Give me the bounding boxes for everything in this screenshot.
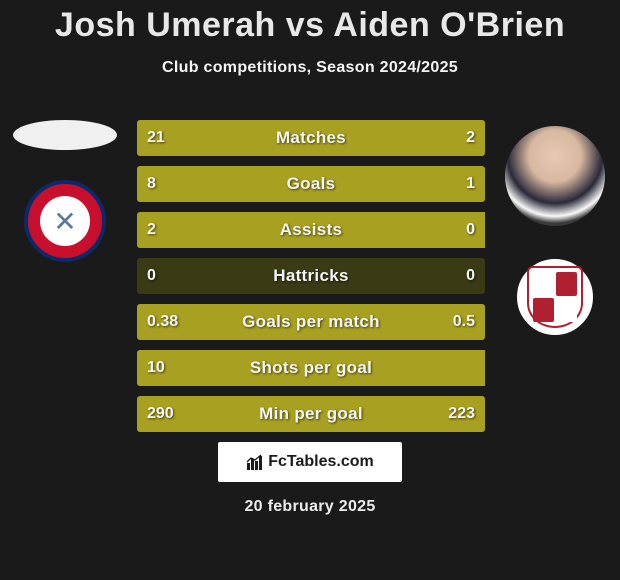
stat-label: Min per goal — [137, 396, 485, 432]
stat-label: Hattricks — [137, 258, 485, 294]
club-crest-left — [24, 180, 106, 262]
club-crest-right-shield — [527, 266, 583, 328]
stat-row: 21Matches2 — [137, 120, 485, 156]
page-title: Josh Umerah vs Aiden O'Brien — [0, 0, 620, 45]
subtitle: Club competitions, Season 2024/2025 — [0, 59, 620, 77]
stat-row: 0.38Goals per match0.5 — [137, 304, 485, 340]
branding-badge: FcTables.com — [218, 442, 402, 482]
stat-value-right: 1 — [466, 166, 475, 202]
stat-label: Shots per goal — [137, 350, 485, 386]
stat-label: Goals — [137, 166, 485, 202]
stat-label: Matches — [137, 120, 485, 156]
branding-chart-icon — [246, 453, 264, 471]
stat-row: 8Goals1 — [137, 166, 485, 202]
comparison-bars: 21Matches28Goals12Assists00Hattricks00.3… — [137, 120, 485, 442]
stat-value-right: 0 — [466, 258, 475, 294]
stat-value-right: 0 — [466, 212, 475, 248]
club-crest-right — [514, 256, 596, 338]
branding-text: FcTables.com — [268, 453, 374, 471]
right-player-column — [490, 126, 620, 338]
stat-value-right: 2 — [466, 120, 475, 156]
stat-row: 290Min per goal223 — [137, 396, 485, 432]
player-photo-right — [505, 126, 605, 226]
stat-row: 0Hattricks0 — [137, 258, 485, 294]
player-photo-left — [13, 120, 117, 150]
stat-value-right: 223 — [448, 396, 475, 432]
left-player-column — [8, 120, 122, 262]
stat-value-right: 0.5 — [453, 304, 475, 340]
stat-row: 2Assists0 — [137, 212, 485, 248]
date-label: 20 february 2025 — [0, 498, 620, 516]
stat-row: 10Shots per goal — [137, 350, 485, 386]
stat-label: Goals per match — [137, 304, 485, 340]
stat-label: Assists — [137, 212, 485, 248]
